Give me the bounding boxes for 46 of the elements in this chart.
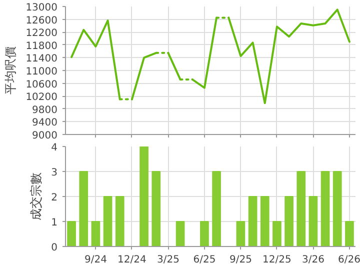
y-tick-label: 10200 — [26, 92, 58, 104]
y-tick-label: 0 — [51, 242, 58, 254]
bar — [332, 171, 342, 246]
y-tick-label: 2 — [51, 192, 58, 204]
y-tick-label: 13000 — [26, 2, 58, 14]
y-tick-label: 12200 — [26, 28, 58, 40]
y-tick-label: 4 — [51, 142, 58, 154]
bar — [103, 196, 112, 246]
x-tick-label: 6/25 — [193, 254, 216, 266]
x-tick-label: 3/25 — [156, 254, 180, 266]
x-tick-label: 3/26 — [302, 254, 324, 266]
bar — [79, 171, 88, 246]
bar — [272, 221, 282, 246]
bar — [67, 221, 76, 246]
bar — [140, 146, 148, 246]
y-tick-label: 11800 — [26, 40, 58, 52]
y-axis-title: 平均呎價 — [4, 46, 18, 94]
bar — [320, 171, 330, 246]
bar — [284, 196, 294, 246]
y-tick-label: 3 — [51, 168, 58, 178]
bar — [115, 196, 124, 246]
bar — [308, 196, 318, 246]
bar — [345, 221, 354, 246]
y-tick-label: 12600 — [26, 15, 58, 26]
y-tick-label: 9800 — [32, 104, 58, 116]
y-tick-label: 11000 — [26, 66, 58, 78]
x-tick-label: 6/26 — [338, 254, 360, 266]
bar — [152, 171, 161, 246]
x-tick-label: 9/24 — [84, 254, 107, 266]
x-tick-label: 9/25 — [229, 254, 252, 266]
y-tick-label: 9400 — [32, 118, 58, 129]
x-tick-label: 12/24 — [118, 254, 146, 266]
bar — [176, 221, 185, 246]
bar — [200, 221, 209, 246]
bar — [296, 171, 306, 246]
bar — [248, 196, 258, 246]
y-tick-label: 9000 — [32, 130, 58, 142]
bar — [260, 196, 270, 246]
y-tick-label: 10600 — [26, 79, 58, 90]
y-tick-label: 1 — [51, 218, 58, 228]
bar — [91, 221, 100, 246]
bar — [212, 171, 221, 246]
y-tick-label: 11400 — [26, 54, 58, 65]
y-axis-title: 成交宗數 — [29, 172, 44, 220]
x-tick-label: 12/25 — [262, 254, 292, 266]
bar — [236, 221, 246, 246]
